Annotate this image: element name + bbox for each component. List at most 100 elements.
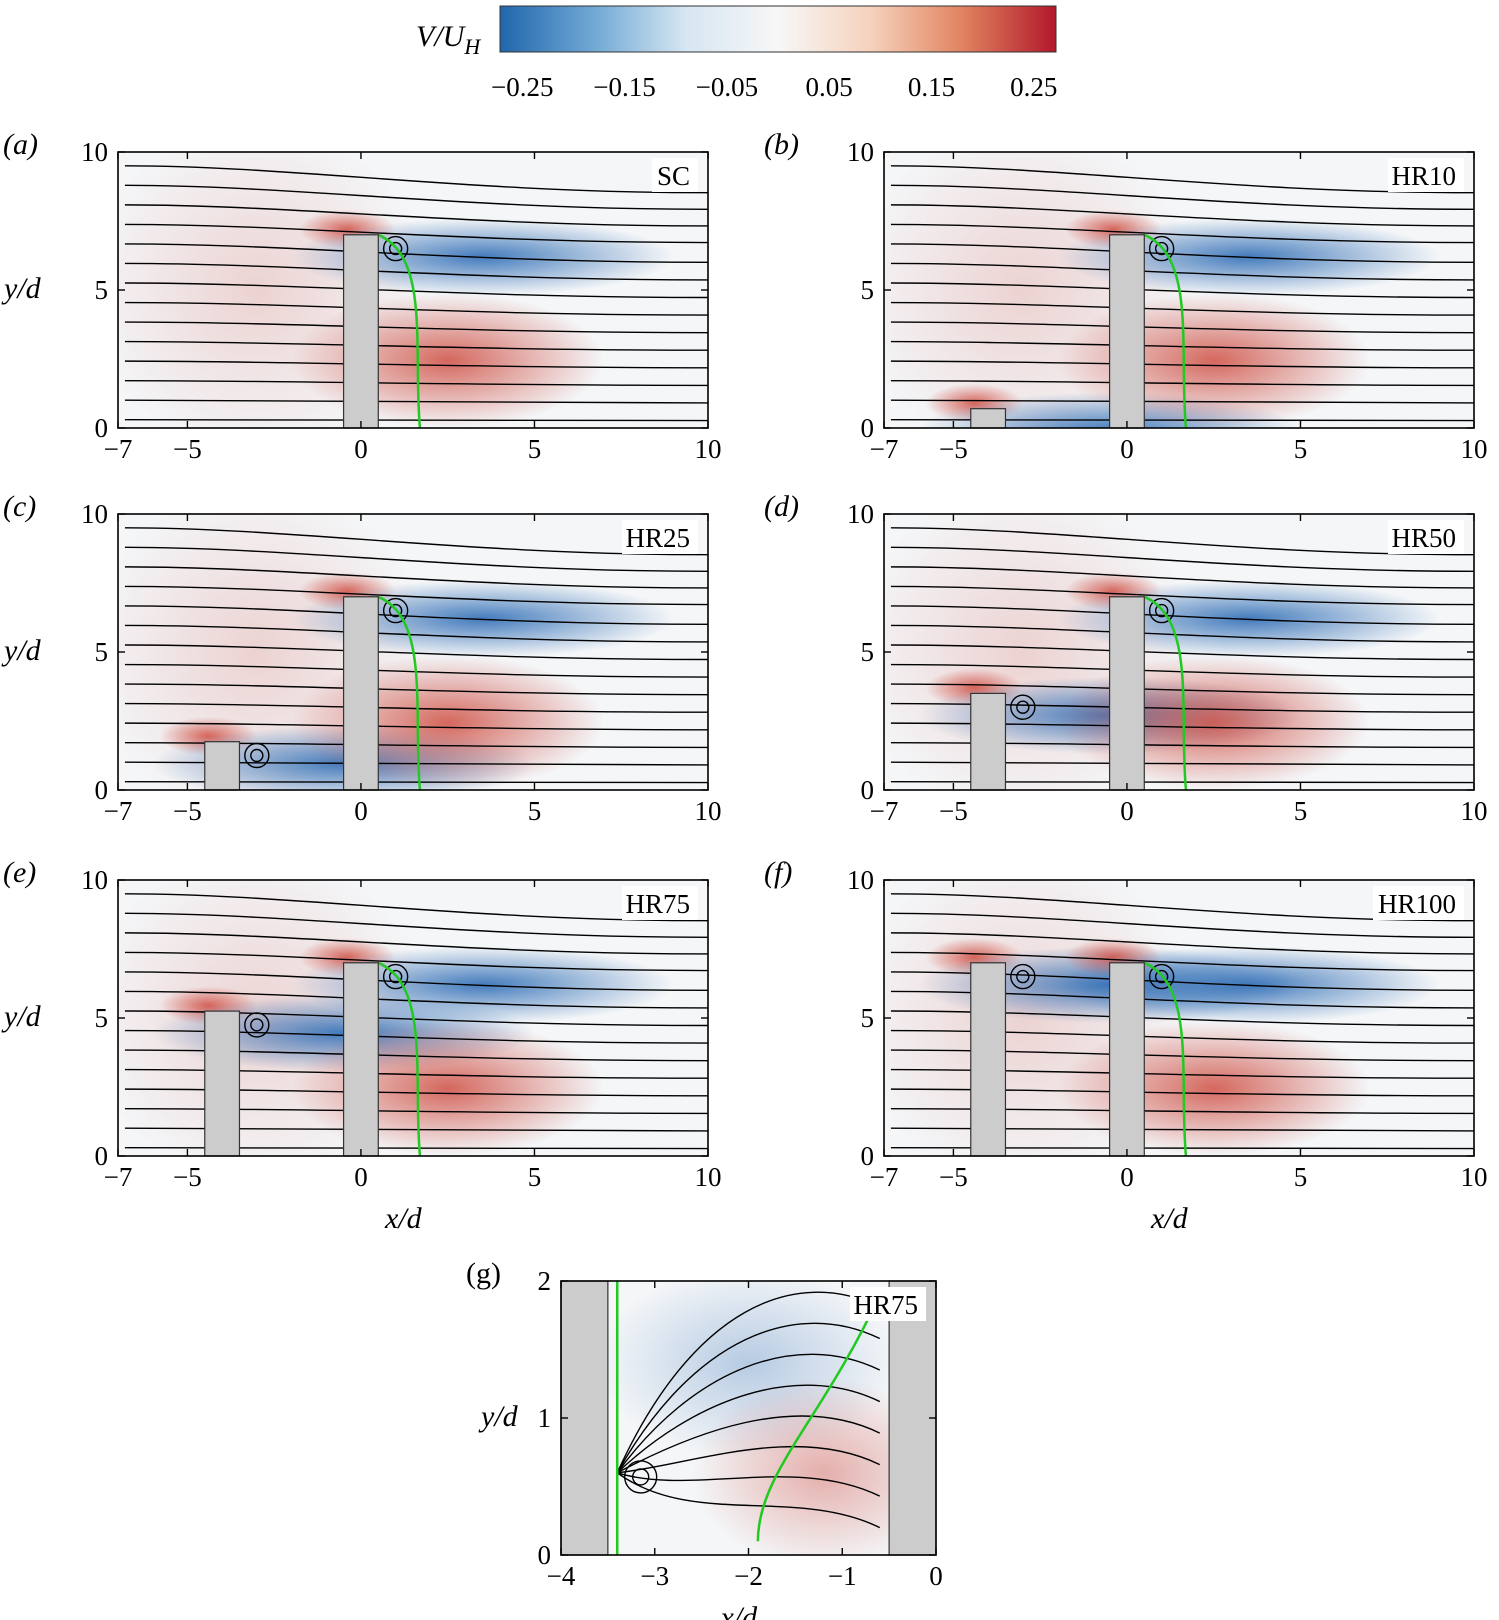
colorbar-gradient — [499, 5, 1057, 53]
streamline — [124, 379, 708, 387]
streamline — [124, 184, 708, 211]
streamline — [124, 360, 708, 369]
streamline — [124, 1107, 708, 1115]
streamline — [890, 527, 1474, 556]
case-label-bg — [850, 1287, 926, 1321]
x-tick-label: 5 — [1294, 434, 1308, 464]
streamline — [124, 223, 708, 244]
x-tick-label: −7 — [870, 796, 899, 826]
y-tick-label: 0 — [861, 775, 875, 805]
y-tick-label: 5 — [861, 637, 875, 667]
case-label: HR75 — [853, 1290, 918, 1320]
building-downstream — [342, 962, 379, 1157]
streamlines — [124, 893, 708, 1150]
vortex-ring — [382, 235, 409, 262]
streamline — [124, 165, 708, 194]
panel-letter: (d) — [764, 490, 799, 523]
panel-letter: (f) — [764, 856, 792, 889]
building-downstream — [888, 1280, 937, 1556]
case-label-bg — [1388, 158, 1464, 192]
streamline — [890, 546, 1474, 573]
streamline — [124, 585, 708, 606]
streamline — [124, 1127, 708, 1132]
x-tick-label: 5 — [528, 1162, 542, 1192]
case-label: SC — [657, 161, 690, 191]
building-downstream — [1108, 596, 1145, 791]
x-axis-label: x/d — [720, 1601, 759, 1620]
x-tick-label: −5 — [173, 1162, 202, 1192]
streamline — [890, 1068, 1474, 1079]
case-label: HR50 — [1391, 523, 1456, 553]
streamline — [124, 951, 708, 972]
x-axis-label: x/d — [1150, 1202, 1189, 1235]
streamline — [124, 399, 708, 404]
streamline — [890, 663, 1474, 678]
streamline — [616, 1472, 881, 1529]
separatrix — [377, 595, 422, 790]
streamline — [124, 912, 708, 939]
y-tick-label: 5 — [95, 275, 109, 305]
vortex-core — [388, 241, 403, 256]
streamline — [890, 1147, 1474, 1150]
streamline — [890, 1088, 1474, 1097]
vortex-core — [1154, 241, 1169, 256]
panel-letter: (e) — [3, 856, 36, 889]
x-tick-label: 0 — [354, 1162, 368, 1192]
streamline — [890, 932, 1474, 955]
streamline — [124, 605, 708, 626]
x-tick-label: −5 — [939, 434, 968, 464]
streamline — [124, 419, 708, 422]
y-tick-label: 5 — [95, 637, 109, 667]
y-axis-label: y/d — [1, 634, 42, 667]
y-tick-label: 2 — [538, 1266, 552, 1296]
panel-letter: (c) — [3, 490, 36, 523]
x-tick-label: −7 — [104, 434, 133, 464]
panel-b: −7 −5 0 5 10 0 5 10 (b) HR10 — [764, 128, 1488, 464]
y-axis-label: y/d — [1, 1000, 42, 1033]
streamline — [124, 321, 708, 334]
x-tick-label: −7 — [104, 796, 133, 826]
separatrix — [377, 233, 422, 428]
streamline — [124, 990, 708, 1009]
vortex-ring — [1010, 694, 1036, 720]
vortex-ring — [1148, 597, 1175, 624]
streamline — [124, 262, 708, 281]
x-tick-label: −5 — [939, 796, 968, 826]
panel-a: −7 −5 0 5 10 0 5 10 y/d (a) SC — [1, 128, 722, 464]
streamline — [124, 932, 708, 955]
y-tick-label: 5 — [861, 1003, 875, 1033]
streamline — [616, 1384, 881, 1474]
building-downstream — [1108, 962, 1145, 1157]
y-axis-label: y/d — [478, 1400, 519, 1433]
y-tick-label: 0 — [861, 413, 875, 443]
vortex-core — [631, 1468, 650, 1486]
streamline — [890, 683, 1474, 696]
case-label: HR25 — [625, 523, 690, 553]
x-tick-label: 0 — [1120, 796, 1134, 826]
y-tick-label: 10 — [847, 865, 874, 895]
y-tick-label: 0 — [95, 775, 109, 805]
streamline — [890, 702, 1474, 713]
separatrix — [756, 1294, 881, 1542]
building-upstream — [970, 692, 1007, 791]
streamline — [890, 262, 1474, 281]
x-tick-label: −3 — [640, 1561, 669, 1591]
streamline — [890, 282, 1474, 299]
streamline — [890, 781, 1474, 784]
streamline — [124, 1029, 708, 1044]
vortex-core — [1016, 969, 1030, 984]
streamline — [124, 971, 708, 992]
case-label: HR10 — [1391, 161, 1456, 191]
y-tick-label: 0 — [861, 1141, 875, 1171]
streamline — [124, 1049, 708, 1062]
streamline — [616, 1291, 881, 1474]
streamline — [124, 546, 708, 573]
vortex-core — [388, 603, 403, 618]
streamline — [124, 1147, 708, 1150]
x-tick-label: −7 — [104, 1162, 133, 1192]
vortex-ring — [382, 963, 409, 990]
colorbar-tick-label: 0.15 — [908, 72, 955, 102]
y-axis-label: y/d — [1, 272, 42, 305]
y-tick-label: 0 — [538, 1540, 552, 1570]
streamline — [124, 683, 708, 696]
